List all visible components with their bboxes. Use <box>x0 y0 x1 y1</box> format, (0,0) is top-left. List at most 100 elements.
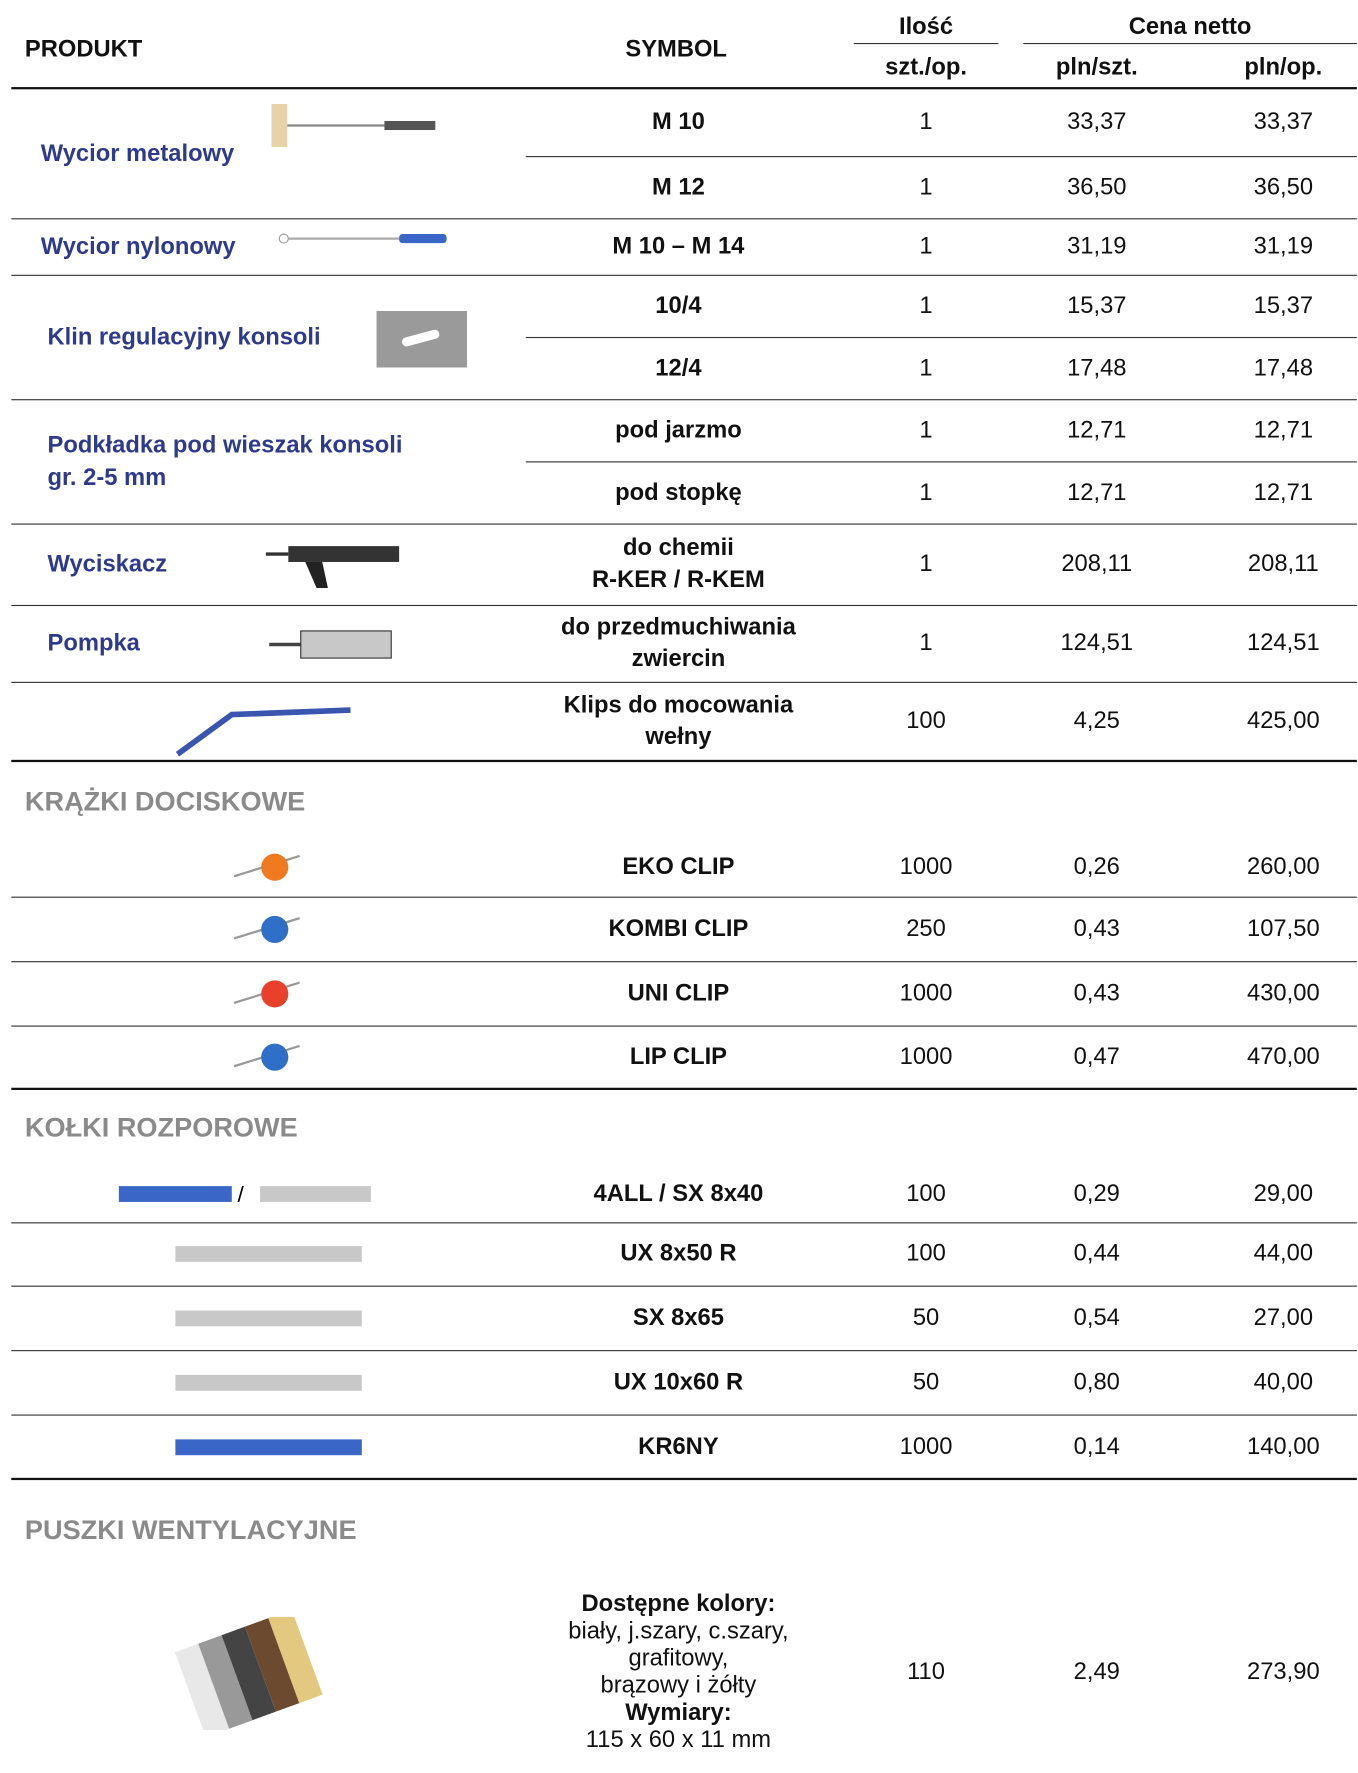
unit-price: 33,37 <box>1023 106 1170 138</box>
symbol-line: R-KER / R-KEM <box>498 564 860 596</box>
symbol: 4ALL / SX 8x40 <box>498 1178 860 1210</box>
pack-price: 430,00 <box>1210 977 1357 1009</box>
quantity: 1 <box>854 231 999 263</box>
symbol-line: do przedmuchiwania <box>498 612 860 644</box>
product-image <box>232 973 311 1014</box>
product-image <box>269 629 396 661</box>
symbol-line: do chemii <box>498 533 860 565</box>
unit-price: 12,71 <box>1023 414 1170 446</box>
symbol: KOMBI CLIP <box>498 913 860 945</box>
unit-price: 0,43 <box>1023 913 1170 945</box>
rule <box>11 897 1357 898</box>
symbol-line: 115 x 60 x 11 mm <box>498 1727 860 1754</box>
quantity: 110 <box>854 1656 999 1688</box>
symbol: 12/4 <box>498 352 860 384</box>
product-image <box>266 540 402 591</box>
rule <box>854 43 999 44</box>
rule <box>11 399 1357 400</box>
unit-price: 124,51 <box>1023 628 1170 660</box>
pack-price: 124,51 <box>1210 628 1357 660</box>
product-line: Wyciskacz <box>47 548 167 581</box>
product-image <box>232 846 311 887</box>
rule <box>11 1222 1357 1223</box>
symbol: pod jarzmo <box>498 414 860 446</box>
pack-price: 33,37 <box>1210 106 1357 138</box>
rule <box>526 156 1357 157</box>
symbol: UX 8x50 R <box>498 1238 860 1270</box>
product-line: Pompka <box>47 627 139 660</box>
quantity: 1000 <box>854 1041 999 1073</box>
pack-price: 44,00 <box>1210 1238 1357 1270</box>
pack-price: 15,37 <box>1210 290 1357 322</box>
symbol: UX 10x60 R <box>498 1366 860 1398</box>
symbol: pod stopkę <box>498 477 860 509</box>
quantity: 50 <box>854 1366 999 1398</box>
product-image <box>175 1435 367 1458</box>
symbol-line: grafitowy, <box>498 1645 860 1672</box>
product-name: Klin regulacyjny konsoli <box>47 321 320 354</box>
rule <box>11 1415 1357 1416</box>
rule <box>11 1088 1357 1090</box>
product-name: Wycior metalowy <box>41 137 235 170</box>
quantity: 1 <box>854 477 999 509</box>
unit-price: 36,50 <box>1023 171 1170 203</box>
pack-price: 40,00 <box>1210 1366 1357 1398</box>
price-list: PRODUKT SYMBOL Ilość Cena netto szt./op.… <box>0 0 1358 1773</box>
symbol-line: zwiercin <box>498 643 860 675</box>
rule <box>11 1478 1357 1480</box>
rule <box>11 605 1357 606</box>
pack-price: 27,00 <box>1210 1302 1357 1334</box>
product-image <box>170 1617 328 1730</box>
product-image <box>232 1037 311 1078</box>
rule <box>11 961 1357 962</box>
product-name: Wycior nylonowy <box>41 230 236 263</box>
quantity: 1000 <box>854 977 999 1009</box>
product-line: Podkładka pod wieszak konsoli <box>47 429 402 462</box>
product-image <box>232 909 311 950</box>
rule <box>11 682 1357 683</box>
svg-text:/: / <box>237 1182 244 1205</box>
symbol: KR6NY <box>498 1431 860 1463</box>
header-product: PRODUKT <box>25 34 142 66</box>
header-symbol: SYMBOL <box>563 34 789 66</box>
unit-price: 0,26 <box>1023 851 1170 883</box>
product-image <box>175 1371 367 1394</box>
section-title: KOŁKI ROZPOROWE <box>25 1113 298 1145</box>
product-image: / <box>119 1182 373 1205</box>
pack-price: 31,19 <box>1210 231 1357 263</box>
unit-price: 0,54 <box>1023 1302 1170 1334</box>
pack-price: 12,71 <box>1210 414 1357 446</box>
symbol-line: Dostępne kolory: <box>498 1591 860 1618</box>
pack-price: 107,50 <box>1210 913 1357 945</box>
rule <box>11 1026 1357 1027</box>
unit-price: 31,19 <box>1023 231 1170 263</box>
header-qty: Ilość <box>854 11 999 43</box>
rule <box>11 87 1357 89</box>
quantity: 1 <box>854 548 999 580</box>
unit-price: 12,71 <box>1023 477 1170 509</box>
header-unit: pln/op. <box>1210 52 1357 84</box>
quantity: 1000 <box>854 851 999 883</box>
symbol: LIP CLIP <box>498 1041 860 1073</box>
product-line: gr. 2-5 mm <box>47 461 402 494</box>
pack-price: 208,11 <box>1210 548 1357 580</box>
symbol: Dostępne kolory:biały, j.szary, c.szary,… <box>498 1591 860 1754</box>
pack-price: 29,00 <box>1210 1178 1357 1210</box>
symbol: M 10 – M 14 <box>498 231 860 263</box>
quantity: 1 <box>854 290 999 322</box>
product-image <box>377 311 470 370</box>
symbol: UNI CLIP <box>498 977 860 1009</box>
pack-price: 260,00 <box>1210 851 1357 883</box>
pack-price: 36,50 <box>1210 171 1357 203</box>
unit-price: 0,47 <box>1023 1041 1170 1073</box>
quantity: 1 <box>854 352 999 384</box>
symbol-line: Klips do mocowania <box>498 690 860 722</box>
product-line: Wycior nylonowy <box>41 230 236 263</box>
unit-price: 0,29 <box>1023 1178 1170 1210</box>
quantity: 250 <box>854 913 999 945</box>
rule <box>11 524 1357 525</box>
unit-price: 17,48 <box>1023 352 1170 384</box>
